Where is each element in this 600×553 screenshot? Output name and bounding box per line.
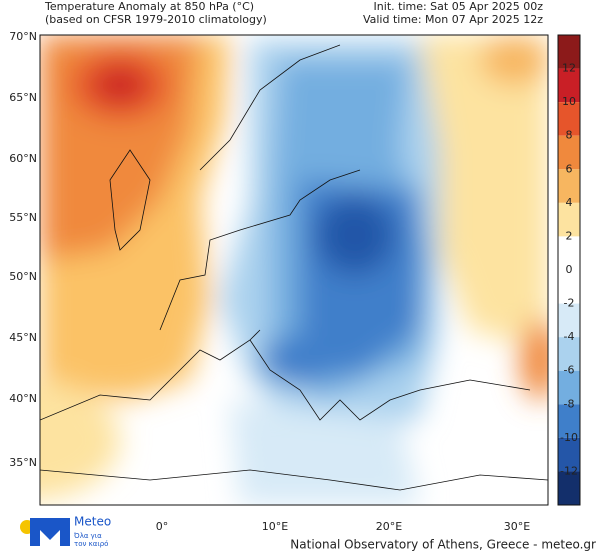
valid-time: Valid time: Mon 07 Apr 2025 12z bbox=[363, 13, 543, 26]
colorbar-bin bbox=[558, 303, 580, 338]
lon-label: 20°E bbox=[376, 520, 402, 533]
lat-label: 50°N bbox=[9, 270, 37, 283]
logo-mark bbox=[30, 518, 70, 546]
colorbar-label: -8 bbox=[564, 397, 575, 410]
colorbar-label: -6 bbox=[564, 364, 575, 377]
lat-label: 60°N bbox=[9, 152, 37, 165]
lat-label: 45°N bbox=[9, 331, 37, 344]
colorbar-label: -2 bbox=[564, 297, 575, 310]
lon-label: 0° bbox=[156, 520, 169, 533]
colorbar-label: 12 bbox=[562, 62, 576, 75]
colorbar-bin bbox=[558, 135, 580, 170]
lat-label: 35°N bbox=[9, 456, 37, 469]
colorbar-label: -10 bbox=[560, 431, 578, 444]
init-time: Init. time: Sat 05 Apr 2025 00z bbox=[374, 0, 544, 13]
colorbar-label: -12 bbox=[560, 464, 578, 477]
colorbar-bin bbox=[558, 404, 580, 438]
colorbar-bin bbox=[558, 437, 580, 472]
lat-label: 70°N bbox=[9, 30, 37, 43]
lon-label: 10°E bbox=[262, 520, 288, 533]
colorbar-bin bbox=[558, 202, 580, 237]
colorbar-bin bbox=[558, 270, 580, 304]
lat-label: 55°N bbox=[9, 211, 37, 224]
colorbar-bin bbox=[558, 169, 580, 203]
colorbar-bin bbox=[558, 236, 580, 270]
lon-label: 30°E bbox=[504, 520, 530, 533]
colorbar-bin bbox=[558, 35, 580, 69]
footer-credit: National Observatory of Athens, Greece -… bbox=[290, 538, 596, 552]
subtitle: (based on CFSR 1979-2010 climatology) bbox=[45, 13, 267, 26]
colorbar-bin bbox=[558, 471, 580, 505]
colorbar-label: 10 bbox=[562, 95, 576, 108]
colorbar-label: -4 bbox=[564, 330, 575, 343]
colorbar-label: 0 bbox=[566, 263, 573, 276]
colorbar-label: 8 bbox=[566, 129, 573, 142]
colorbar-label: 6 bbox=[566, 162, 573, 175]
logo-name: Meteo bbox=[74, 515, 111, 529]
title: Temperature Anomaly at 850 hPa (°C) bbox=[44, 0, 254, 13]
colorbar-bin bbox=[558, 370, 580, 405]
lat-label: 40°N bbox=[9, 392, 37, 405]
colorbar-bin bbox=[558, 102, 580, 136]
colorbar-frame bbox=[557, 34, 581, 506]
lat-label: 65°N bbox=[9, 91, 37, 104]
colorbar-bin bbox=[558, 337, 580, 371]
map bbox=[40, 35, 548, 505]
colorbar-bin bbox=[558, 68, 580, 103]
logo-tagline: τον καιρό bbox=[74, 540, 108, 548]
logo-tagline: Όλα για bbox=[73, 532, 102, 540]
colorbar-label: 4 bbox=[566, 196, 573, 209]
colorbar-label: 2 bbox=[566, 229, 573, 242]
